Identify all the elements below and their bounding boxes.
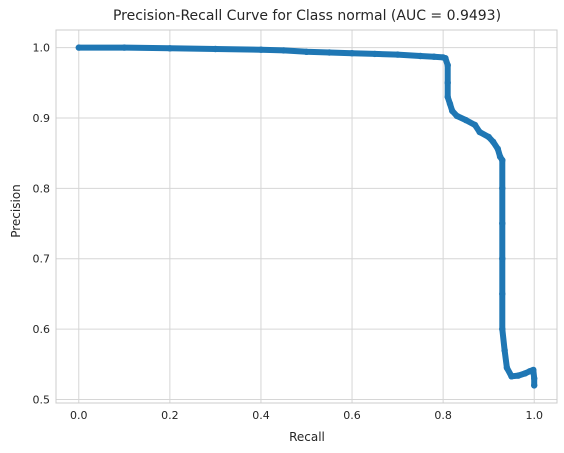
pr-curve-point — [485, 133, 492, 141]
pr-curve-point — [280, 47, 287, 54]
y-tick-labels: 0.5 0.6 0.7 0.8 0.9 1.0 — [33, 42, 51, 407]
pr-curve-point — [531, 375, 538, 382]
pr-curve-line — [75, 44, 538, 389]
pr-curve-point — [444, 93, 451, 101]
y-tick-label: 0.9 — [33, 112, 51, 125]
x-tick-label: 0.6 — [343, 409, 361, 422]
grid — [56, 30, 557, 403]
pr-curve-point — [476, 128, 483, 136]
y-tick-label: 0.7 — [33, 253, 51, 266]
pr-curve-point — [453, 112, 460, 120]
x-tick-labels: 0.0 0.2 0.4 0.6 0.8 1.0 — [70, 409, 543, 422]
y-axis-label: Precision — [9, 184, 23, 238]
pr-curve-point — [444, 61, 451, 69]
pr-curve-point — [531, 382, 538, 389]
chart-title: Precision-Recall Curve for Class normal … — [113, 8, 501, 24]
pr-curve-point — [303, 48, 310, 55]
x-tick-label: 0.2 — [161, 409, 179, 422]
y-tick-label: 0.8 — [33, 182, 51, 195]
series-group — [75, 44, 538, 389]
pr-curve-point — [471, 121, 479, 129]
x-axis-label: Recall — [289, 430, 325, 444]
pr-curve-point — [371, 50, 378, 58]
pr-curve-point — [326, 49, 333, 56]
x-tick-label: 0.4 — [252, 409, 270, 422]
pr-curve-point — [394, 51, 401, 58]
pr-curve-point — [444, 79, 451, 87]
pr-curve-point — [348, 50, 356, 57]
pr-curve-point — [442, 55, 449, 62]
pr-curve-point — [417, 52, 424, 60]
pr-curve-point — [75, 44, 83, 51]
pr-curve-point — [508, 373, 515, 380]
y-tick-label: 0.5 — [33, 393, 51, 406]
pr-curve-point — [257, 46, 265, 53]
pr-curve-point — [166, 45, 174, 52]
pr-curve-point — [494, 145, 501, 153]
pr-curve-point — [462, 116, 470, 124]
pr-curve-point — [446, 100, 454, 108]
pr-curve-point — [499, 185, 506, 192]
pr-curve-point — [499, 325, 506, 333]
pr-curve-point — [449, 107, 456, 115]
pr-curve-point — [499, 255, 506, 262]
y-tick-label: 1.0 — [33, 42, 51, 55]
pr-curve-point — [490, 138, 497, 146]
pr-curve-point — [530, 366, 537, 374]
pr-curve-point — [499, 157, 506, 164]
x-tick-label: 0.0 — [70, 409, 88, 422]
pr-curve-point — [430, 53, 438, 60]
pr-curve-point — [212, 45, 219, 53]
pr-curve-point — [499, 220, 506, 227]
pr-curve-point — [121, 44, 128, 51]
x-tick-label: 1.0 — [525, 409, 543, 422]
pr-curve-point — [499, 290, 506, 298]
y-tick-label: 0.6 — [33, 323, 51, 336]
pr-curve-point — [503, 364, 511, 371]
pr-curve-point — [515, 372, 522, 379]
plot-frame — [55, 29, 558, 404]
pr-curve-point — [501, 347, 508, 354]
x-tick-label: 0.8 — [434, 409, 452, 422]
